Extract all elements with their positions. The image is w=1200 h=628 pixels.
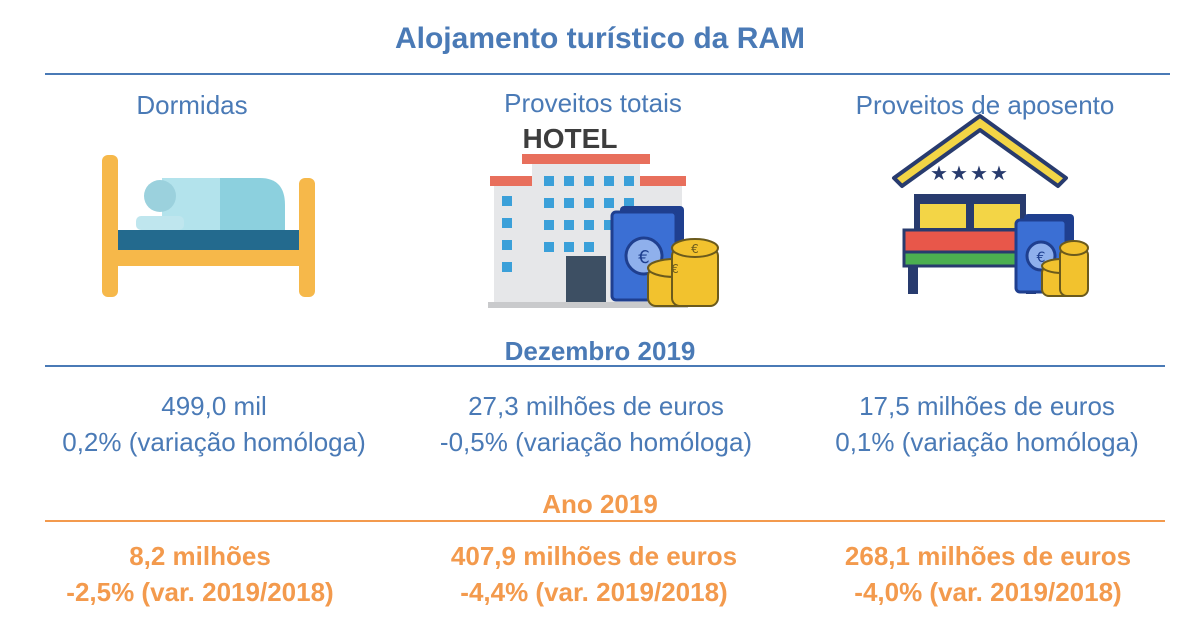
section-month-title: Dezembro 2019 bbox=[504, 336, 696, 366]
year-change: -4,4% (var. 2019/2018) bbox=[460, 577, 728, 607]
svg-text:€: € bbox=[691, 242, 699, 256]
title-divider bbox=[45, 73, 1170, 75]
month-value: 17,5 milhões de euros bbox=[859, 391, 1115, 421]
heading-proveitos-aposento: Proveitos de aposento bbox=[855, 90, 1115, 120]
heading-dormidas: Dormidas bbox=[136, 90, 248, 120]
svg-text:★: ★ bbox=[990, 161, 1008, 185]
hotel-sign: HOTEL bbox=[523, 123, 618, 154]
month-change: 0,1% (variação homóloga) bbox=[835, 427, 1139, 457]
svg-text:★: ★ bbox=[930, 161, 948, 185]
page-title: Alojamento turístico da RAM bbox=[394, 22, 806, 55]
section-year-title: Ano 2019 bbox=[542, 489, 658, 519]
hotel-money-icon: HOTEL € € € bbox=[488, 123, 719, 308]
room-money-icon: ★ ★ ★ ★ € bbox=[892, 114, 1089, 297]
month-stats-proveitos-aposento: 17,5 milhões de euros 0,1% (variação hom… bbox=[787, 388, 1187, 460]
svg-text:★: ★ bbox=[970, 161, 988, 185]
year-change: -2,5% (var. 2019/2018) bbox=[66, 577, 334, 607]
year-value: 268,1 milhões de euros bbox=[844, 541, 1132, 571]
svg-text:€: € bbox=[671, 262, 679, 276]
month-change: 0,2% (variação homóloga) bbox=[62, 427, 366, 457]
svg-text:€: € bbox=[638, 247, 649, 268]
bed-icon bbox=[102, 155, 315, 297]
month-value: 27,3 milhões de euros bbox=[468, 391, 724, 421]
svg-text:€: € bbox=[1037, 250, 1046, 266]
year-value: 8,2 milhões bbox=[129, 541, 271, 571]
heading-proveitos-totais: Proveitos totais bbox=[504, 88, 682, 118]
month-change: -0,5% (variação homóloga) bbox=[439, 427, 753, 457]
year-value: 407,9 milhões de euros bbox=[450, 541, 738, 571]
month-stats-proveitos-totais: 27,3 milhões de euros -0,5% (variação ho… bbox=[396, 388, 796, 460]
year-stats-proveitos-aposento: 268,1 milhões de euros -4,0% (var. 2019/… bbox=[788, 538, 1188, 610]
month-stats-dormidas: 499,0 mil 0,2% (variação homóloga) bbox=[14, 388, 414, 460]
month-value: 499,0 mil bbox=[161, 391, 267, 421]
year-stats-proveitos-totais: 407,9 milhões de euros -4,4% (var. 2019/… bbox=[394, 538, 794, 610]
svg-text:★: ★ bbox=[950, 161, 968, 185]
month-divider bbox=[45, 365, 1165, 367]
year-divider bbox=[45, 520, 1165, 522]
year-change: -4,0% (var. 2019/2018) bbox=[854, 577, 1122, 607]
year-stats-dormidas: 8,2 milhões -2,5% (var. 2019/2018) bbox=[0, 538, 400, 610]
